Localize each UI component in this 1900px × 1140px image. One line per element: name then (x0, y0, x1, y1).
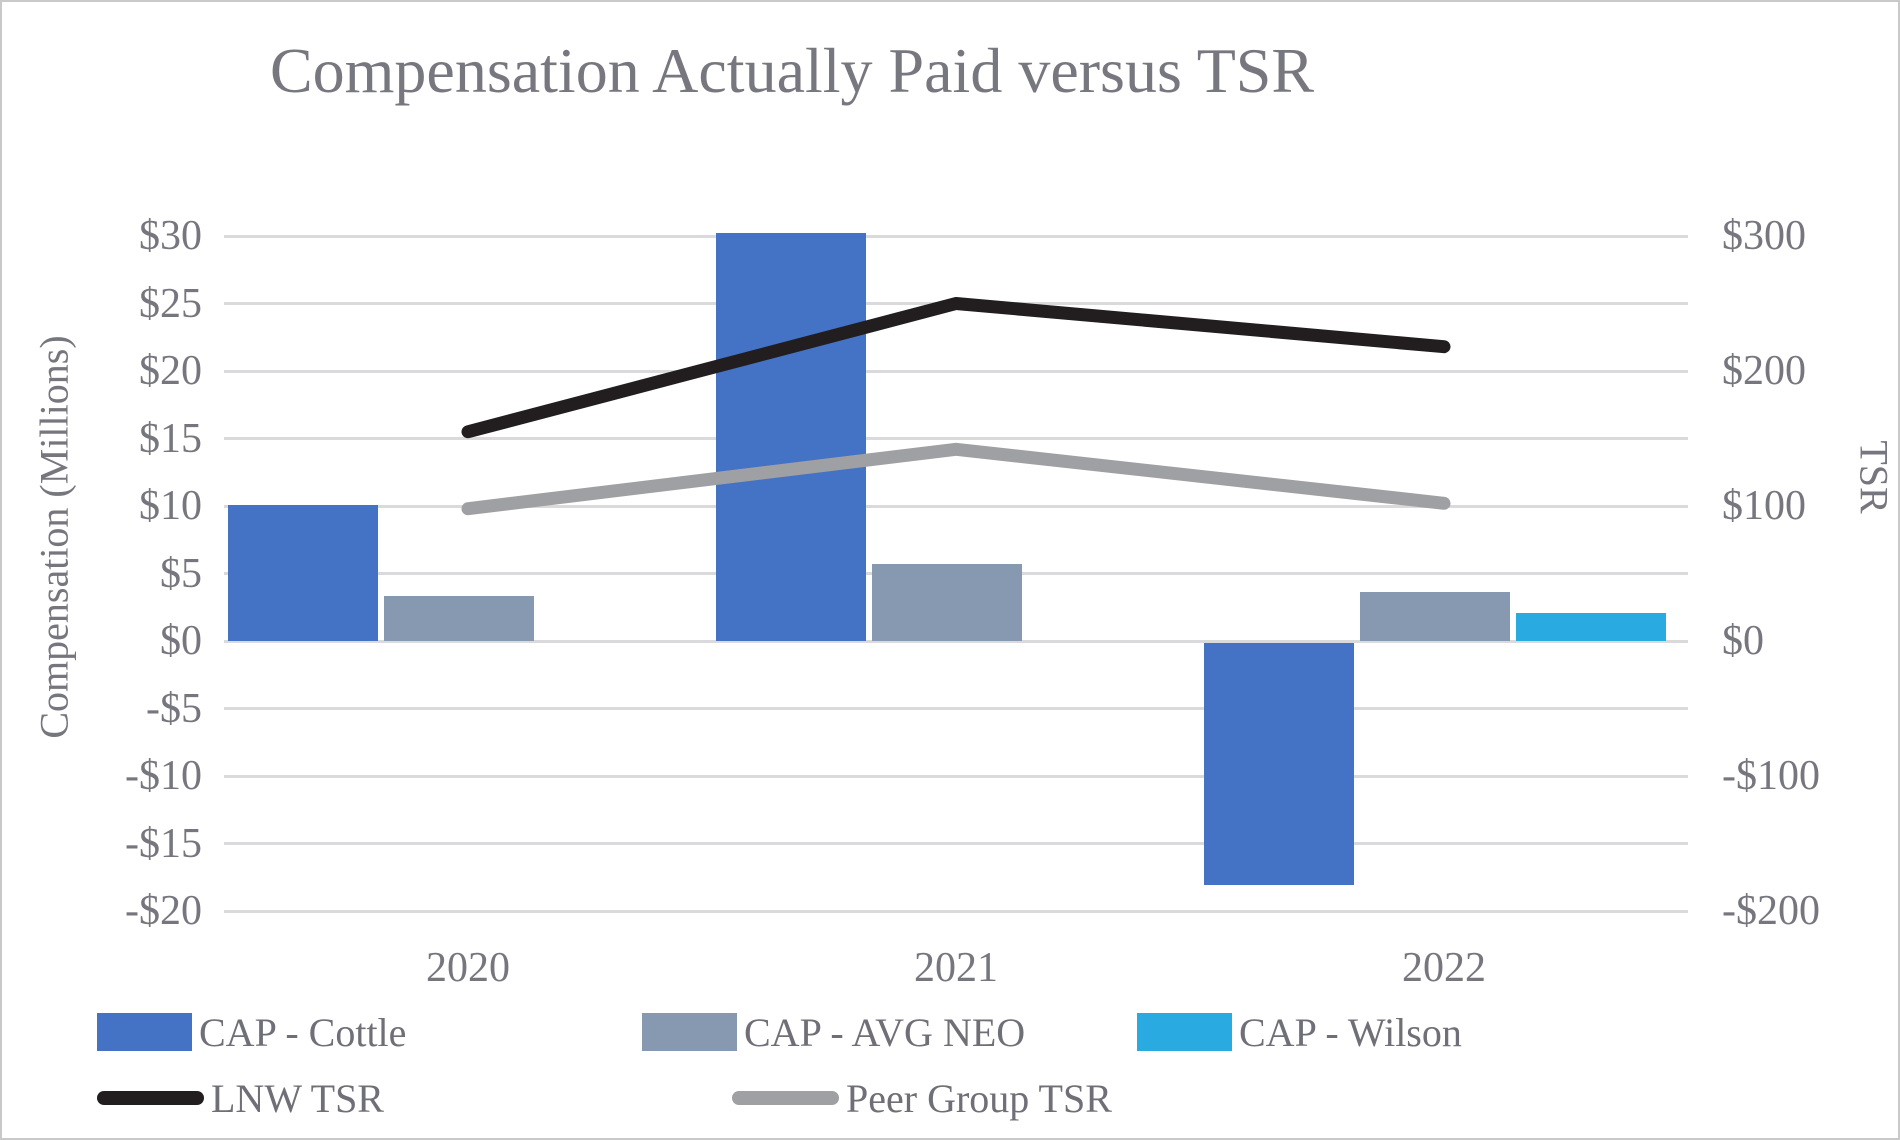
legend-label-peer-group-tsr: Peer Group TSR (846, 1075, 1112, 1121)
legend-label-cap-avg-neo: CAP - AVG NEO (744, 1009, 1026, 1055)
gridline (224, 437, 1688, 440)
gridline (224, 707, 1688, 710)
legend-label-cap-cottle: CAP - Cottle (199, 1009, 407, 1055)
bar-cap-wilson-2022 (1516, 612, 1666, 641)
left-axis-tick: -$20 (125, 888, 202, 934)
gridline (224, 639, 1688, 643)
legend-label-lnw-tsr: LNW TSR (211, 1075, 384, 1121)
bar-cap-avg-neo-2022 (1360, 592, 1510, 641)
left-axis-tick: -$15 (125, 820, 202, 867)
left-axis-tick: -$5 (146, 685, 202, 732)
chart-title: Compensation Actually Paid versus TSR (269, 35, 1315, 106)
legend-item-cap-avg-neo: CAP - AVG NEO (642, 1009, 1026, 1055)
left-axis-tick: $0 (160, 618, 202, 664)
left-axis-tick: $30 (139, 213, 202, 259)
legend-label-cap-wilson: CAP - Wilson (1239, 1009, 1462, 1055)
bar-cap-avg-neo-2020 (384, 596, 534, 641)
left-axis-tick: $10 (139, 483, 202, 529)
right-axis-tick: -$200 (1722, 888, 1820, 934)
x-axis-label-2020: 2020 (426, 945, 510, 991)
gridline (224, 909, 1688, 913)
gridline (224, 504, 1688, 508)
bar-cap-cottle-2020 (228, 504, 378, 641)
gridline (224, 369, 1688, 373)
right-axis-tick: $200 (1722, 348, 1806, 394)
right-axis-tick: -$100 (1722, 753, 1820, 799)
right-axis-tick: $0 (1722, 618, 1764, 664)
legend-item-cap-wilson: CAP - Wilson (1137, 1009, 1462, 1055)
x-axis-label-2022: 2022 (1402, 945, 1486, 991)
line-peer-group-tsr (461, 442, 1451, 516)
gridline (224, 234, 1688, 238)
legend-item-lnw-tsr: LNW TSR (97, 1075, 384, 1121)
legend-swatch-lnw-tsr (97, 1091, 204, 1105)
bar-cap-cottle-2021 (716, 233, 866, 641)
legend-item-peer-group-tsr: Peer Group TSR (732, 1075, 1112, 1121)
legend-swatch-cap-avg-neo (642, 1013, 737, 1051)
left-axis-tick: $25 (139, 280, 202, 327)
left-axis-tick: $15 (139, 415, 202, 462)
x-axis-label-2021: 2021 (914, 945, 998, 991)
left-axis-tick: $20 (139, 348, 202, 394)
legend-item-cap-cottle: CAP - Cottle (97, 1009, 407, 1055)
legend-swatch-cap-cottle (97, 1013, 192, 1051)
gridline (224, 774, 1688, 778)
bar-cap-cottle-2022 (1204, 643, 1354, 886)
right-axis-tick: $100 (1722, 483, 1806, 529)
legend-swatch-cap-wilson (1137, 1013, 1232, 1051)
line-lnw-tsr (461, 297, 1451, 439)
right-axis-tick: $300 (1722, 213, 1806, 259)
legend-swatch-peer-group-tsr (732, 1091, 839, 1105)
gridline (224, 842, 1688, 845)
left-axis-tick: -$10 (125, 753, 202, 799)
bar-cap-avg-neo-2021 (872, 564, 1022, 641)
left-axis-tick: $5 (160, 550, 202, 597)
